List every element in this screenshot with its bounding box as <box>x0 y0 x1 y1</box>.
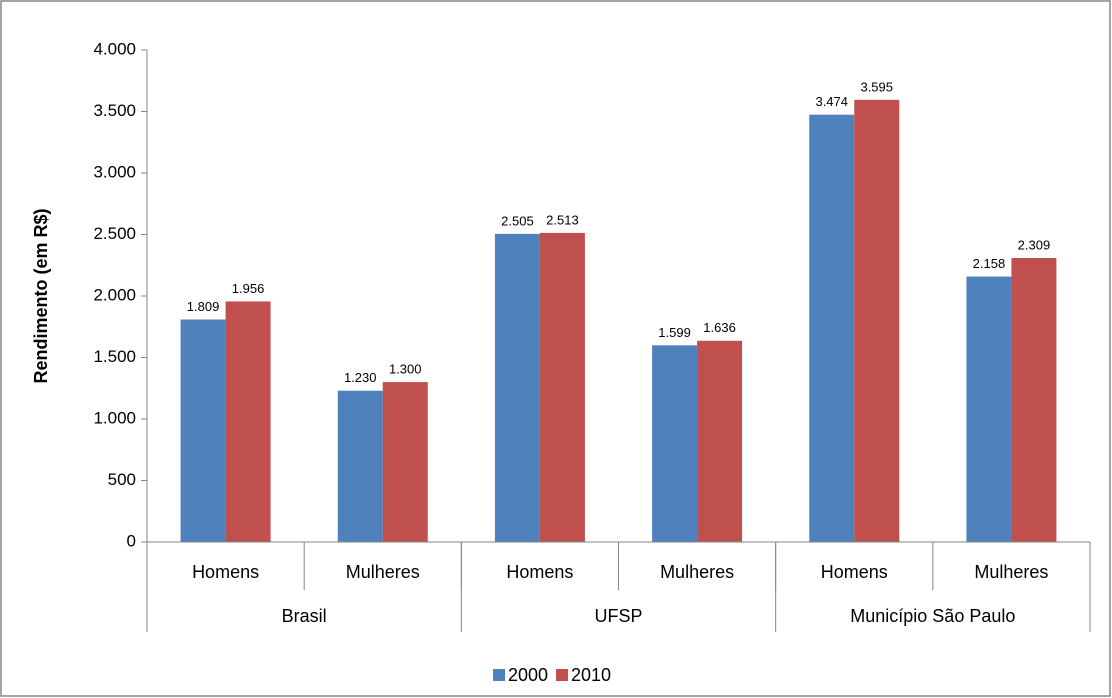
legend-label: 2000 <box>508 665 548 685</box>
y-tick-label: 2.000 <box>93 285 136 304</box>
legend-swatch <box>556 669 568 681</box>
value-label: 3.595 <box>860 79 893 94</box>
bar <box>1011 257 1057 542</box>
bar <box>494 233 540 542</box>
y-tick-label: 2.500 <box>93 224 136 243</box>
bar <box>697 340 743 542</box>
bar <box>382 382 428 542</box>
y-tick-label: 0 <box>127 531 136 550</box>
bar <box>539 232 585 542</box>
x-tick-label: Homens <box>821 562 888 582</box>
x-tick-label: Mulheres <box>974 562 1048 582</box>
value-label: 3.474 <box>815 94 848 109</box>
value-label: 1.636 <box>703 320 736 335</box>
y-tick-label: 1.000 <box>93 408 136 427</box>
bar <box>652 345 698 542</box>
y-tick-label: 4.000 <box>93 39 136 58</box>
y-axis-title: Rendimento (em R$) <box>31 208 51 383</box>
value-label: 2.309 <box>1018 237 1051 252</box>
x-tick-label: Mulheres <box>660 562 734 582</box>
group-label: Brasil <box>282 606 327 626</box>
value-label: 2.158 <box>973 256 1006 271</box>
value-label: 1.809 <box>187 299 220 314</box>
group-label: Município São Paulo <box>850 606 1015 626</box>
y-tick-label: 3.000 <box>93 162 136 181</box>
value-label: 2.505 <box>501 213 534 228</box>
bar <box>225 301 271 542</box>
x-tick-label: Mulheres <box>346 562 420 582</box>
value-label: 1.599 <box>658 325 691 340</box>
bar <box>337 390 383 542</box>
bar <box>854 99 900 542</box>
x-tick-label: Homens <box>192 562 259 582</box>
bar <box>180 319 226 542</box>
y-tick-label: 3.500 <box>93 101 136 120</box>
bar <box>809 114 855 542</box>
bar <box>966 276 1012 542</box>
y-tick-label: 500 <box>108 470 136 489</box>
value-label: 1.230 <box>344 370 377 385</box>
value-label: 2.513 <box>546 212 579 227</box>
x-tick-label: Homens <box>506 562 573 582</box>
legend-swatch <box>493 669 505 681</box>
value-label: 1.300 <box>389 362 422 377</box>
value-label: 1.956 <box>232 281 265 296</box>
y-tick-label: 1.500 <box>93 347 136 366</box>
group-label: UFSP <box>594 606 642 626</box>
legend-label: 2010 <box>571 665 611 685</box>
